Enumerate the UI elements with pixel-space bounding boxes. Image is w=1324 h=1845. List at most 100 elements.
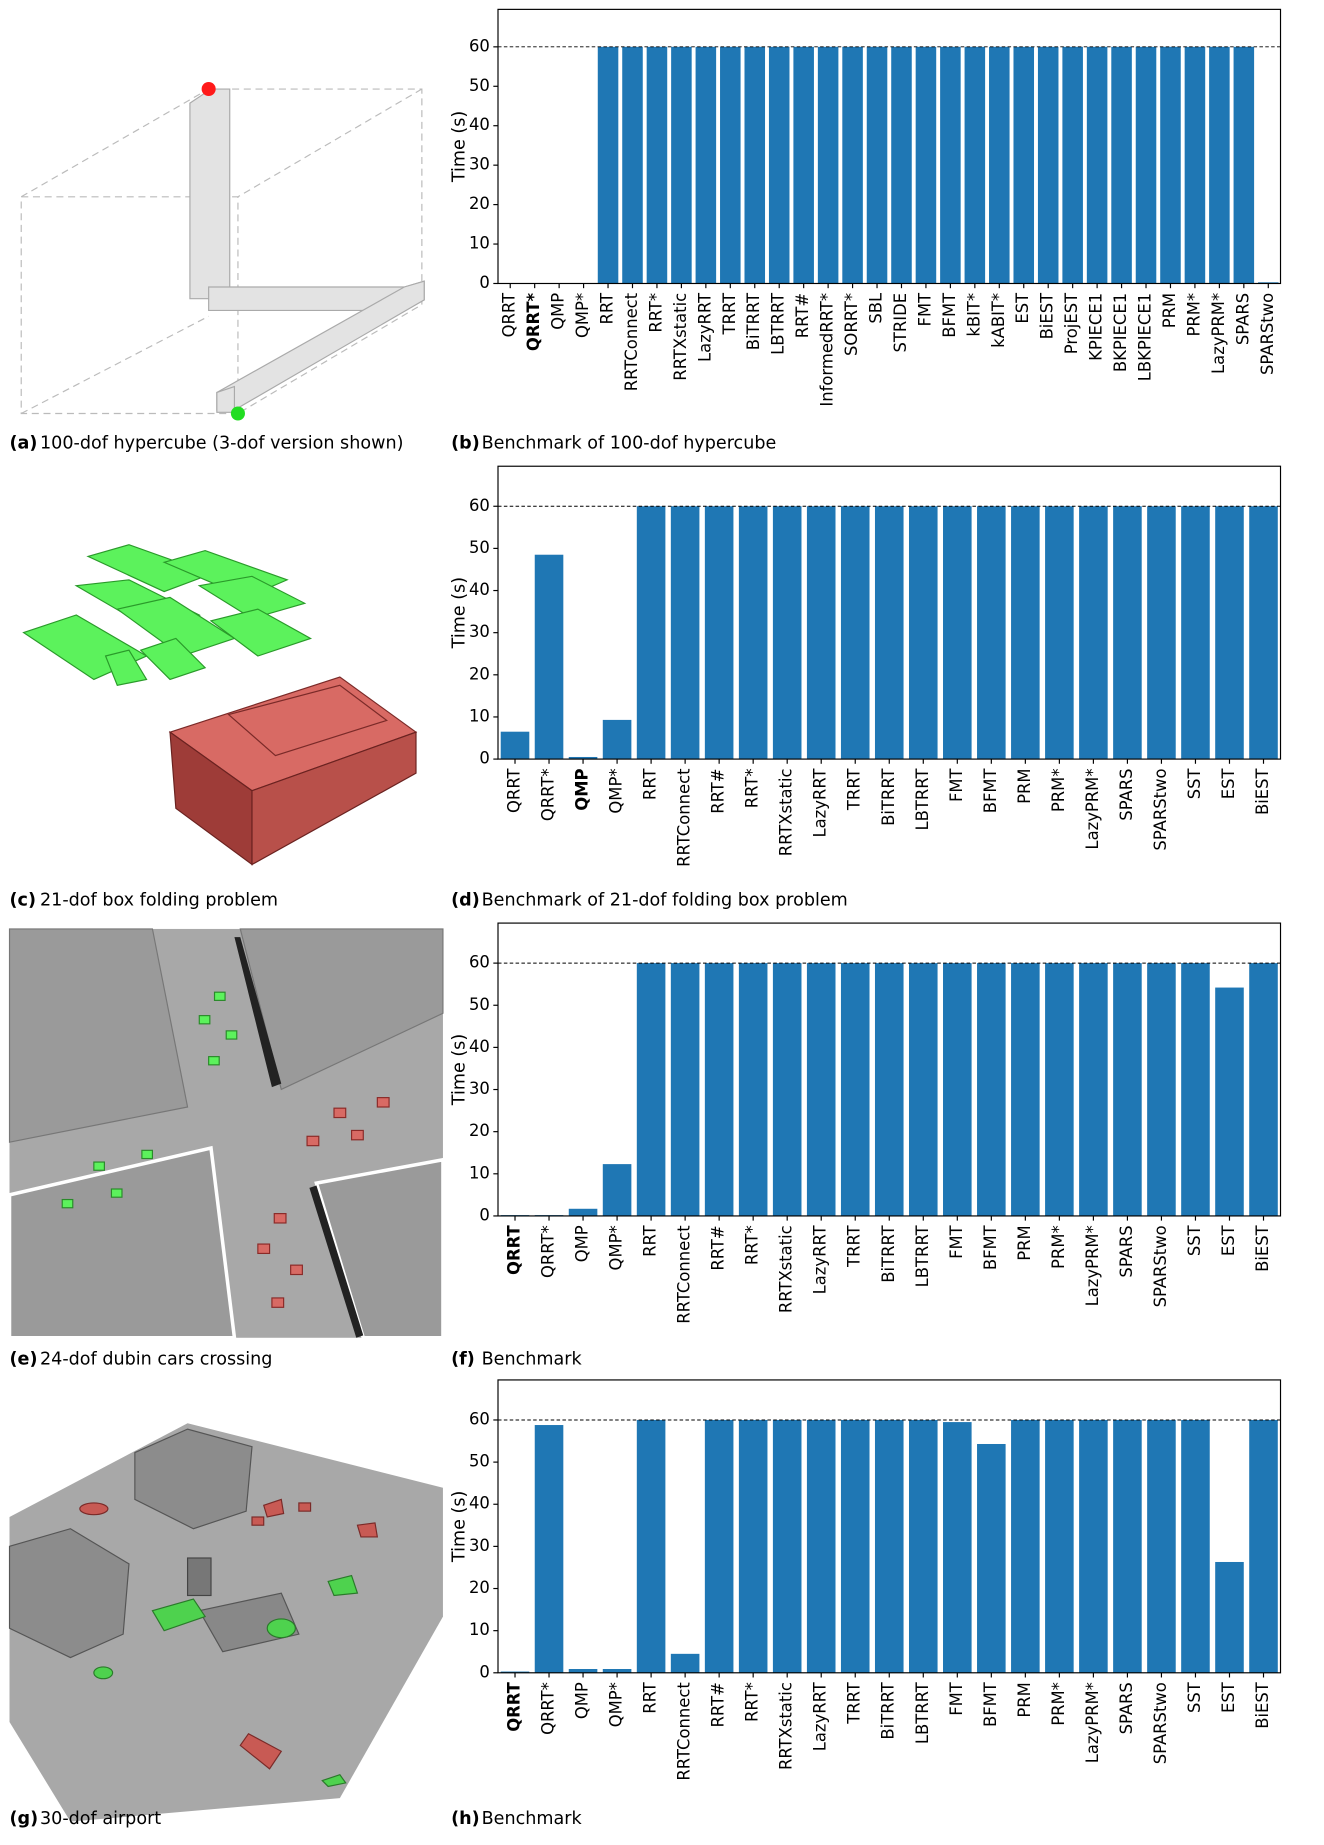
bar: [1113, 506, 1142, 760]
x-tick-label: LazyRRT: [811, 767, 830, 837]
bar: [1147, 506, 1176, 760]
bar: [1013, 46, 1035, 284]
x-tick-label: RRT*: [743, 1682, 762, 1722]
bar: [1215, 1561, 1244, 1673]
dubin-cars-image: [7, 928, 445, 1340]
x-tick-label: BiTRRT: [879, 1224, 898, 1282]
y-tick-label: 50: [469, 995, 490, 1014]
bar: [768, 46, 790, 284]
x-tick-label: LazyPRM*: [1083, 1225, 1102, 1306]
y-tick-label: 30: [469, 622, 490, 641]
bar: [1079, 1419, 1108, 1673]
y-tick-label: 30: [469, 1536, 490, 1555]
x-tick-label: PRM*: [1049, 1682, 1068, 1726]
x-tick-label: PRM*: [1184, 293, 1203, 337]
bar: [943, 1422, 972, 1673]
x-tick-label: BiEST: [1253, 1224, 1272, 1272]
bar: [1215, 506, 1244, 760]
folding-box-image: [22, 544, 418, 866]
x-tick-label: TRRT: [720, 292, 739, 336]
bar: [908, 506, 938, 760]
bar: [1160, 46, 1181, 284]
x-tick-label: QMP: [573, 1682, 592, 1719]
caption-label: (f): [451, 1350, 475, 1370]
x-tick-label: RRT: [641, 767, 660, 800]
bar: [534, 1425, 564, 1673]
x-tick-label: RRT: [641, 1224, 660, 1257]
x-tick-label: LazyRRT: [811, 1224, 830, 1294]
y-tick-label: 40: [469, 1494, 490, 1513]
x-tick-label: EST: [1219, 767, 1238, 799]
x-tick-label: BiEST: [1038, 292, 1057, 340]
x-tick-label: RRTConnect: [622, 292, 641, 391]
x-tick-label: QMP*: [573, 293, 592, 338]
bar: [806, 1419, 836, 1673]
caption-text: Benchmark: [482, 1350, 583, 1370]
bar: [1113, 1419, 1142, 1673]
x-tick-label: QRRT: [505, 1681, 524, 1731]
bar: [989, 46, 1010, 284]
goal-point: [230, 406, 245, 421]
x-tick-label: LBKPIECE1: [1136, 293, 1155, 381]
bar: [602, 1669, 632, 1673]
y-tick-label: 60: [469, 36, 490, 55]
x-tick-label: LazyRRT: [695, 292, 714, 362]
x-tick-label: PRM: [1160, 293, 1179, 328]
x-tick-label: SPARS: [1233, 293, 1252, 345]
x-tick-label: SPARS: [1117, 1682, 1136, 1734]
plot-frame: [497, 8, 1282, 285]
x-tick-label: SPARS: [1117, 768, 1136, 820]
x-tick-label: kABIT*: [989, 293, 1008, 348]
x-tick-label: TRRT: [845, 1681, 864, 1725]
x-tick-label: PRM*: [1049, 1225, 1068, 1269]
x-tick-label: LazyPRM*: [1083, 768, 1102, 849]
y-tick-label: 20: [469, 1578, 490, 1597]
bar: [793, 46, 814, 284]
x-tick-label: QMP: [573, 1225, 592, 1262]
x-tick-label: QRRT*: [539, 1682, 558, 1735]
caption-label: (d): [451, 891, 480, 911]
bar: [1111, 46, 1132, 284]
bar: [636, 963, 666, 1216]
x-tick-label: QRRT: [505, 767, 524, 812]
x-tick-label: kBIT*: [964, 293, 983, 337]
x-tick-label: SPARStwo: [1258, 293, 1277, 375]
x-tick-label: BiEST: [1253, 767, 1272, 815]
caption-label: (b): [451, 434, 480, 454]
bar: [704, 963, 734, 1216]
x-tick-label: SST: [1185, 1224, 1204, 1256]
bar: [806, 963, 836, 1216]
bar: [695, 46, 717, 284]
x-tick-label: PRM*: [1049, 768, 1068, 812]
bar: [1011, 506, 1040, 760]
x-tick-label: PRM: [1015, 1682, 1034, 1717]
y-tick-label: 30: [469, 1079, 490, 1098]
y-tick-label: 20: [469, 194, 490, 213]
x-tick-label: RRT#: [709, 1682, 728, 1727]
y-tick-label: 20: [469, 664, 490, 683]
y-tick-label: 40: [469, 580, 490, 599]
bar: [1011, 1419, 1040, 1673]
y-tick-label: 0: [479, 749, 489, 768]
bar: [1249, 506, 1278, 760]
x-tick-label: RRTConnect: [675, 1225, 694, 1324]
y-axis-label: Time (s): [449, 1034, 469, 1106]
airport-image: [8, 1423, 443, 1822]
x-tick-label: RRT: [598, 292, 617, 325]
y-tick-label: 10: [469, 1620, 490, 1639]
bar: [500, 731, 530, 760]
y-axis-label: Time (s): [449, 1491, 469, 1563]
bar: [806, 506, 836, 760]
x-tick-label: RRTXstatic: [777, 1682, 796, 1770]
bar: [1045, 506, 1074, 760]
x-tick-label: SORRT*: [842, 293, 861, 356]
bar: [1184, 46, 1206, 284]
bar: [1181, 1419, 1210, 1673]
bar: [738, 506, 768, 760]
bar: [670, 506, 700, 760]
x-tick-label: SPARStwo: [1151, 1225, 1170, 1307]
y-tick-label: 60: [469, 953, 490, 972]
caption-label: (g): [10, 1809, 39, 1829]
bar: [1181, 963, 1210, 1216]
